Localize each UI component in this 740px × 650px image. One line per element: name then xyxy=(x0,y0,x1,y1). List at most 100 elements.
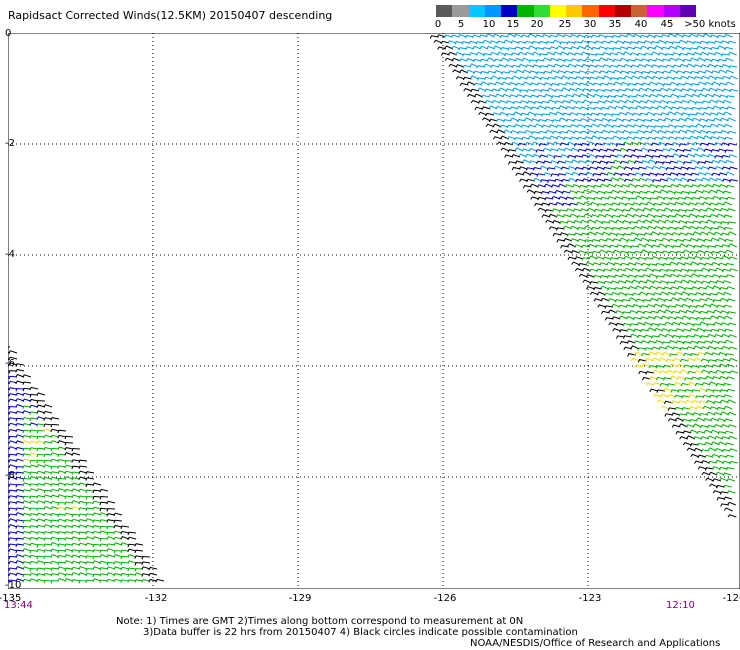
wind-barb xyxy=(469,75,479,80)
wind-barb xyxy=(713,321,723,326)
wind-barb xyxy=(546,76,556,81)
wind-barb xyxy=(642,196,652,201)
wind-barb xyxy=(666,281,676,285)
wind-barb xyxy=(71,482,81,486)
wind-barb xyxy=(582,178,591,182)
wind-barb xyxy=(584,148,594,152)
legend-swatch xyxy=(598,5,615,17)
wind-barb xyxy=(671,232,681,236)
wind-barb xyxy=(692,309,701,314)
wind-barb xyxy=(685,335,695,339)
wind-barb xyxy=(78,537,88,542)
wind-barb xyxy=(141,555,151,560)
wind-barb xyxy=(689,340,699,344)
wind-barb xyxy=(574,167,584,171)
wind-barb xyxy=(634,70,643,74)
wind-barb xyxy=(71,549,81,553)
wind-barb xyxy=(8,398,18,402)
wind-barb xyxy=(636,52,646,57)
wind-barb xyxy=(99,525,109,530)
wind-barb xyxy=(628,95,637,99)
wind-barb xyxy=(660,136,670,140)
wind-barb xyxy=(50,423,60,428)
wind-barb xyxy=(702,394,711,399)
wind-barb xyxy=(22,489,32,493)
wind-barb xyxy=(689,135,698,140)
wind-barb xyxy=(578,184,588,189)
wind-barb xyxy=(113,553,123,558)
wind-barb xyxy=(650,335,660,339)
wind-barb xyxy=(652,369,662,374)
wind-barb xyxy=(708,370,718,375)
map-title: Rapidsact Corrected Winds(12.5KM) 201504… xyxy=(8,9,333,22)
wind-barb xyxy=(636,334,646,339)
wind-barb xyxy=(466,81,476,86)
wind-barb xyxy=(36,410,46,414)
wind-barb xyxy=(455,76,465,80)
wind-barb xyxy=(8,483,18,487)
wind-barb xyxy=(64,519,74,523)
wind-barb xyxy=(64,525,74,529)
wind-barb xyxy=(43,500,53,504)
wind-barb xyxy=(619,250,629,254)
wind-barb xyxy=(647,149,657,153)
wind-barb xyxy=(664,333,674,338)
wind-barb xyxy=(547,190,557,195)
wind-barb xyxy=(551,119,561,123)
wind-barb xyxy=(22,453,32,457)
wind-barb xyxy=(552,51,562,56)
wind-barb xyxy=(474,93,483,98)
wind-barb xyxy=(662,184,672,189)
wind-barb xyxy=(698,400,708,404)
wind-barb xyxy=(629,333,639,338)
wind-barb xyxy=(610,202,620,206)
wind-barb xyxy=(464,35,474,39)
wind-barb xyxy=(624,293,634,297)
wind-barb xyxy=(649,388,659,393)
wind-barb xyxy=(457,33,467,38)
wind-barb xyxy=(22,381,32,385)
wind-barb xyxy=(612,238,622,242)
wind-barb xyxy=(644,357,654,362)
wind-barb xyxy=(696,430,706,435)
wind-barb xyxy=(85,579,95,583)
wind-barb xyxy=(8,572,18,577)
wind-barb xyxy=(670,286,679,290)
wind-barb xyxy=(621,196,631,200)
wind-barb xyxy=(640,328,650,333)
wind-barb xyxy=(589,291,599,296)
wind-barb xyxy=(688,393,697,398)
wind-barb xyxy=(725,69,734,74)
wind-barb xyxy=(726,399,736,404)
wind-barb xyxy=(78,482,88,486)
wind-barb xyxy=(570,238,580,242)
wind-barb xyxy=(582,189,592,194)
wind-barb xyxy=(678,220,688,224)
wind-barb xyxy=(50,519,60,524)
wind-barb xyxy=(8,523,18,528)
wind-barb xyxy=(686,63,696,68)
wind-barb xyxy=(711,172,721,177)
wind-barb xyxy=(710,429,720,434)
wind-barb xyxy=(560,75,570,80)
wind-barb xyxy=(695,395,704,399)
wind-barb xyxy=(617,280,627,284)
wind-barb xyxy=(653,202,662,207)
wind-barb xyxy=(64,476,74,480)
wind-barb xyxy=(598,136,607,140)
wind-barb xyxy=(36,453,46,458)
wind-barb xyxy=(57,440,67,444)
wind-barb xyxy=(670,93,679,98)
wind-barb xyxy=(558,105,568,110)
wind-barb xyxy=(511,166,521,171)
wind-barb xyxy=(652,280,662,284)
wind-barb xyxy=(691,196,701,201)
wind-barb xyxy=(621,286,630,290)
wind-barb xyxy=(726,196,736,201)
wind-barb xyxy=(465,57,475,62)
wind-barb xyxy=(482,39,492,44)
wind-barb xyxy=(631,202,641,206)
wind-barb xyxy=(36,555,46,560)
wind-barb xyxy=(625,124,635,128)
wind-barb xyxy=(711,466,721,470)
